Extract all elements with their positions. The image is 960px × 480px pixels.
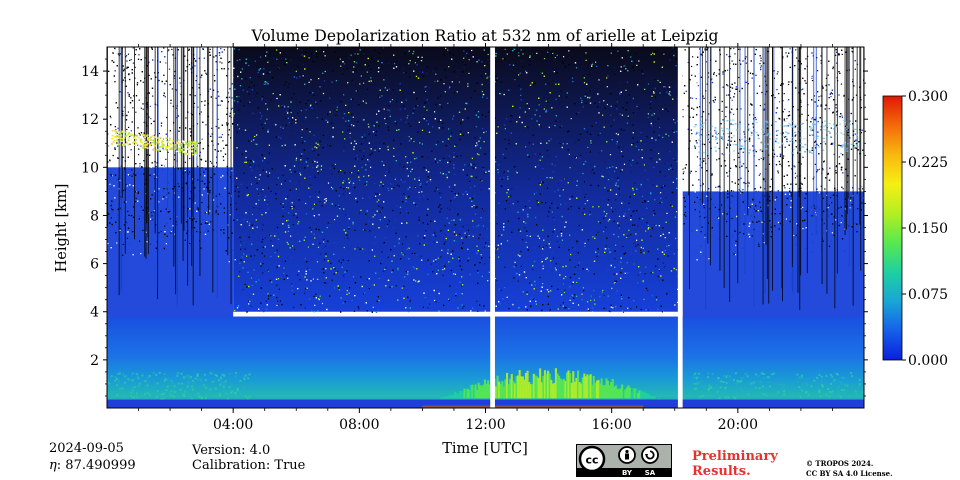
surface-layer	[107, 399, 864, 408]
colorbar-tick-label: 0.300	[908, 89, 948, 105]
footer-version: Version: 4.0	[192, 443, 271, 458]
preliminary-line-2: Results.	[692, 464, 751, 479]
x-tick-label: 12:00	[465, 417, 505, 433]
x-tick-label: 08:00	[339, 417, 379, 433]
x-tick-label: 04:00	[213, 417, 253, 433]
night-signal-morning	[107, 167, 234, 324]
night-signal-evening	[682, 191, 864, 324]
sa-share-icon	[641, 446, 659, 464]
colorbar: 0.000 0.075 0.150 0.225 0.300	[882, 89, 948, 369]
sa-label: SA	[645, 469, 656, 477]
y-axis: 2 4 6 8 10 12 14	[81, 58, 868, 397]
x-tick-label: 16:00	[591, 417, 631, 433]
y-tick-label: 8	[90, 208, 99, 224]
colorbar-tick-label: 0.075	[908, 287, 948, 303]
x-tick-label: 20:00	[718, 417, 758, 433]
plot-area	[107, 47, 864, 408]
y-tick-label: 14	[81, 64, 99, 80]
by-label: BY	[622, 469, 633, 477]
data-gap-1	[490, 47, 495, 408]
cc-text: cc	[585, 454, 598, 467]
footer-date: 2024-09-05	[49, 441, 124, 456]
footer-eta: η: 87.490999	[49, 458, 136, 474]
copyright-line-2: CC BY SA 4.0 License.	[806, 469, 893, 478]
y-tick-label: 2	[90, 353, 99, 369]
daytime-noise-background	[233, 47, 678, 312]
preliminary-results-label: Preliminary Results.	[692, 449, 778, 479]
copyright-notice: © TROPOS 2024. CC BY SA 4.0 License.	[806, 459, 893, 479]
colorbar-tick-label: 0.000	[908, 353, 948, 369]
y-tick-label: 10	[81, 160, 99, 176]
chart-title: Volume Depolarization Ratio at 532 nm of…	[251, 27, 719, 45]
elevated-depolarization	[107, 368, 864, 401]
footer-calibration: Calibration: True	[192, 458, 306, 473]
colorbar-tick-label: 0.150	[908, 221, 948, 237]
eta-symbol: η	[49, 458, 57, 473]
cc-circle-icon	[578, 445, 606, 473]
x-axis-label: Time [UTC]	[442, 441, 528, 457]
copyright-line-1: © TROPOS 2024.	[806, 459, 874, 468]
data-gap-2	[677, 47, 683, 408]
y-tick-label: 6	[90, 257, 99, 273]
cirrus-cloud-layer	[110, 119, 859, 157]
preliminary-line-1: Preliminary	[692, 449, 778, 464]
x-axis: 04:00 08:00 12:00 16:00 20:00	[138, 43, 833, 433]
eta-value: : 87.490999	[56, 458, 136, 473]
y-tick-label: 4	[90, 305, 99, 321]
colorbar-fill	[883, 96, 902, 360]
y-tick-label: 12	[81, 112, 99, 128]
surface-artifact	[422, 405, 644, 408]
colorbar-ticks: 0.000 0.075 0.150 0.225 0.300	[902, 89, 948, 369]
depolarization-heatmap	[107, 47, 864, 408]
data-gaps	[490, 47, 683, 408]
cc-license-badge: cc BY SA	[576, 444, 672, 477]
colorbar-tick-label: 0.225	[908, 155, 948, 171]
y-axis-label: Height [km]	[54, 184, 70, 273]
